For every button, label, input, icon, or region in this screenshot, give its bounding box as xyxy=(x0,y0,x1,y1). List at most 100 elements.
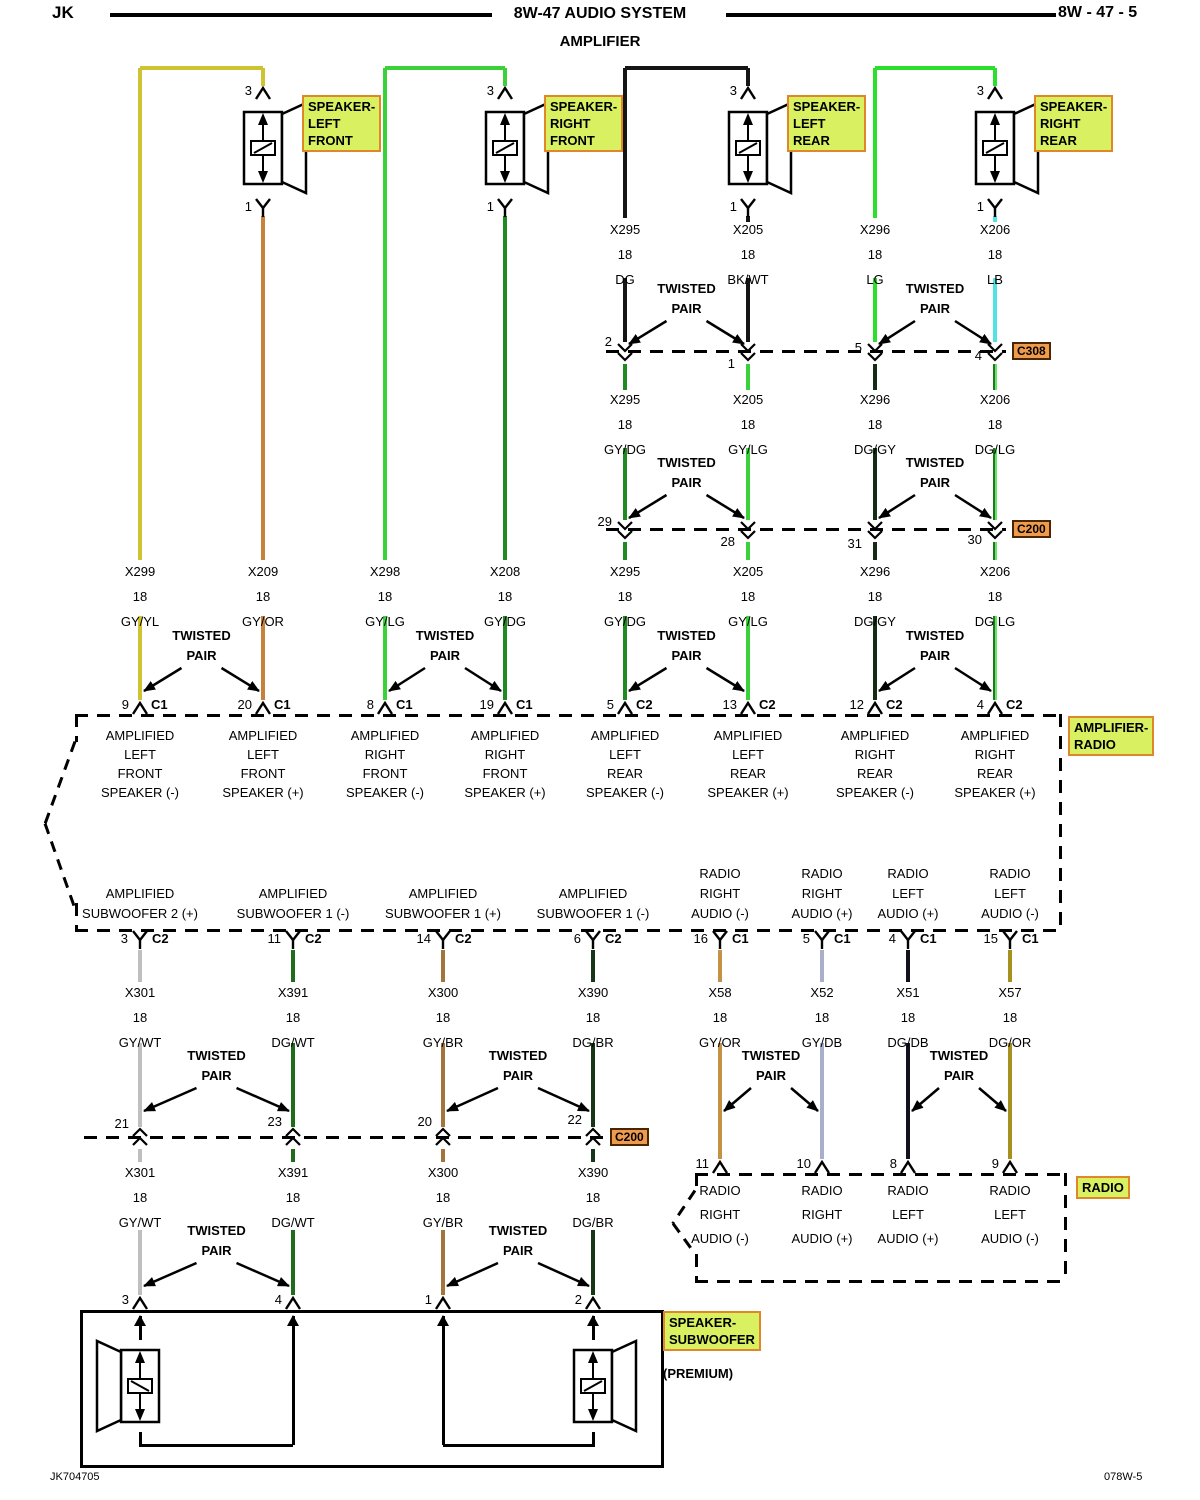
wire xyxy=(623,616,627,700)
connector-id: C2 xyxy=(759,697,776,712)
wire xyxy=(993,616,997,700)
wire xyxy=(441,1230,445,1295)
wire-label: X58 xyxy=(708,985,732,1000)
twisted-pair-label: PAIR xyxy=(919,301,951,316)
twisted-pair-arrows-icon xyxy=(867,319,1003,349)
amp-pin-label: RADIO xyxy=(989,866,1031,881)
pin-number: 4 xyxy=(274,1292,282,1307)
radio-pin-label: RADIO xyxy=(887,1183,929,1198)
wire-label: 18 xyxy=(740,589,756,604)
wire xyxy=(591,1316,595,1340)
wire xyxy=(623,68,627,218)
twisted-pair-arrows-icon xyxy=(435,1086,601,1116)
wire-label: GY/LG xyxy=(728,614,768,629)
dashed-line xyxy=(43,823,77,909)
amp-pin-label: SUBWOOFER 1 (-) xyxy=(236,906,350,921)
amp-pin-label: LEFT xyxy=(892,886,924,901)
radio-pin-label: RADIO xyxy=(801,1183,843,1198)
wire xyxy=(746,542,750,560)
pin-fork-down-icon xyxy=(813,929,831,950)
wire xyxy=(503,616,507,700)
wire-label: X209 xyxy=(247,564,279,579)
wire xyxy=(993,448,997,520)
amp-pin-label: LEFT xyxy=(247,747,279,762)
twisted-pair-arrows-icon xyxy=(435,1261,601,1291)
connector-pin-number: 4 xyxy=(974,348,982,363)
twisted-pair-label: TWISTED xyxy=(929,1048,989,1063)
wire-label: X208 xyxy=(489,564,521,579)
pin-fork-up-icon xyxy=(986,85,1004,100)
pin-fork-down-icon xyxy=(584,929,602,950)
wire xyxy=(291,1230,295,1295)
pin-number: 9 xyxy=(121,697,129,712)
amp-pin-label: REAR xyxy=(729,766,767,781)
wire xyxy=(591,1149,595,1162)
amp-pin-label: SPEAKER (-) xyxy=(100,785,180,800)
twisted-pair-label: PAIR xyxy=(755,1068,787,1083)
connector-chevron-icon xyxy=(866,520,884,540)
wire xyxy=(138,1149,142,1162)
amp-pin-label: RIGHT xyxy=(854,747,896,762)
wire xyxy=(746,616,750,700)
wire-label: 18 xyxy=(377,589,393,604)
dashed-line xyxy=(43,740,77,825)
pin-fork-up-icon xyxy=(131,1295,149,1310)
wire xyxy=(746,68,750,86)
wire-label: 18 xyxy=(740,247,756,262)
pin-number: 5 xyxy=(802,931,810,946)
connector-pin-number: 1 xyxy=(727,356,735,371)
arrow-up-icon xyxy=(287,1315,299,1326)
wire-label: X301 xyxy=(124,1165,156,1180)
page-number: 8W - 47 - 5 xyxy=(1058,4,1138,21)
pin-fork-up-icon xyxy=(496,85,514,100)
wire xyxy=(623,448,627,520)
pin-number: 8 xyxy=(366,697,374,712)
dashed-line xyxy=(671,1189,697,1225)
twisted-pair-label: PAIR xyxy=(201,1068,232,1083)
pin-fork-down-icon xyxy=(434,929,452,950)
pin-fork-down-icon xyxy=(899,929,917,950)
pin-number: 16 xyxy=(693,931,708,946)
wire xyxy=(385,66,505,70)
amp-pin-label: REAR xyxy=(856,766,894,781)
wire xyxy=(623,542,627,560)
wire-label: DG/OR xyxy=(988,1035,1032,1050)
wire-label: 18 xyxy=(255,589,271,604)
radio-pin-label: LEFT xyxy=(892,1207,924,1222)
wire xyxy=(441,1316,445,1445)
connector-id: C1 xyxy=(920,931,937,946)
wire-label: 18 xyxy=(585,1010,601,1025)
wire xyxy=(383,68,387,560)
amp-pin-label: AUDIO (+) xyxy=(791,906,853,921)
subwoofer-label: SPEAKER- SUBWOOFER xyxy=(663,1311,761,1351)
pin-fork-up-icon xyxy=(899,1159,917,1174)
speaker-symbol-icon xyxy=(89,1338,167,1434)
wire xyxy=(441,1149,445,1162)
wire xyxy=(138,68,142,560)
wire-label: X296 xyxy=(859,392,891,407)
pin-fork-down-icon xyxy=(496,197,514,218)
wire xyxy=(261,216,265,560)
twisted-pair-label: PAIR xyxy=(201,1243,232,1258)
connector-chevron-icon xyxy=(866,342,884,362)
wire xyxy=(1008,950,1012,982)
twisted-pair-label: TWISTED xyxy=(172,628,231,643)
radio-pin-label: RIGHT xyxy=(699,1207,741,1222)
pin-number: 2 xyxy=(574,1292,582,1307)
connector-chevron-icon xyxy=(986,520,1004,540)
wire-label: DG xyxy=(615,272,635,287)
wire xyxy=(1008,1043,1012,1159)
amp-pin-label: AMPLIFIED xyxy=(228,728,298,743)
twisted-pair-arrows-icon xyxy=(867,493,1003,523)
footer-sheet-id: 078W-5 xyxy=(1104,1471,1143,1483)
wire xyxy=(503,68,507,86)
amp-pin-label: LEFT xyxy=(124,747,156,762)
connector-id: C1 xyxy=(1022,931,1039,946)
amp-pin-label: LEFT xyxy=(994,886,1026,901)
wire xyxy=(383,616,387,700)
wire xyxy=(138,950,142,982)
wire xyxy=(138,1316,142,1340)
wire-label: DG LG xyxy=(974,614,1016,629)
subwoofer-box xyxy=(80,1310,664,1468)
